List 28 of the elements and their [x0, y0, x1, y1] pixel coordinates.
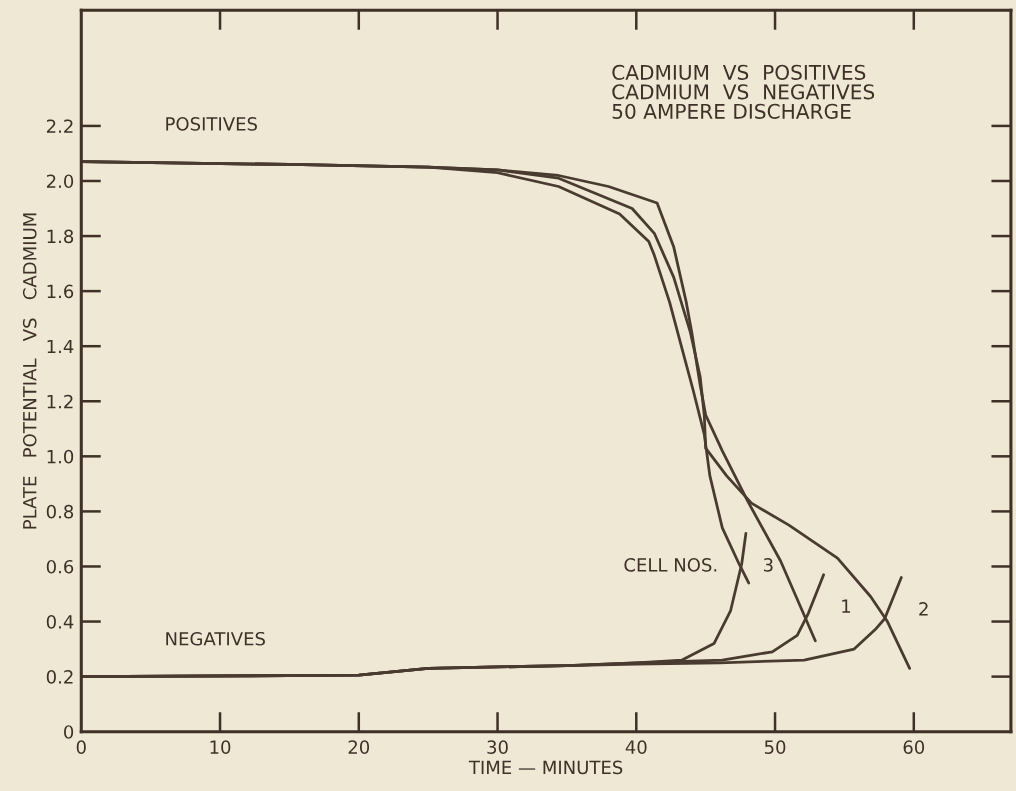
x-tick-label: 30 — [487, 740, 508, 754]
y-tick-label: 0 — [64, 725, 74, 739]
series-label: 1 — [842, 599, 851, 613]
annotation: POSITIVES — [166, 117, 257, 131]
series-label: 2 — [919, 602, 928, 616]
text: CADMIUM VS POSITIVES CADMIUM VS NEGATIVES 50 AMPERE DISCHARGE — [612, 64, 875, 119]
y-tick-label: 1.8 — [47, 229, 74, 244]
y-tick-label: 2.0 — [46, 174, 74, 189]
x-tick-label: 40 — [625, 740, 647, 754]
y-tick-label: 2.2 — [46, 119, 73, 133]
y-axis-title: PLATE POTENTIAL VS CADMIUM — [22, 213, 37, 529]
series-label: 3 — [763, 558, 773, 572]
y-tick-label: 1.6 — [47, 284, 74, 299]
x-axis-title: TIME — MINUTES — [468, 760, 623, 775]
x-tick-label: 10 — [210, 740, 231, 754]
y-tick-label: 0.4 — [46, 615, 74, 629]
x-tick-label: 50 — [764, 740, 786, 754]
x-tick-label: 60 — [903, 740, 925, 754]
x-tick-label: 20 — [348, 740, 370, 754]
y-tick-label: 0.6 — [46, 559, 74, 574]
y-tick-label: 1.0 — [47, 449, 74, 464]
annotation: NEGATIVES — [166, 631, 265, 646]
y-tick-label: 0.2 — [46, 670, 73, 684]
x-tick-label: 0 — [76, 740, 86, 754]
legend-title: CELL NOS. — [624, 558, 717, 572]
y-tick-label: 1.4 — [47, 339, 74, 354]
y-tick-label: 1.2 — [47, 394, 73, 409]
y-tick-label: 0.8 — [46, 504, 74, 519]
